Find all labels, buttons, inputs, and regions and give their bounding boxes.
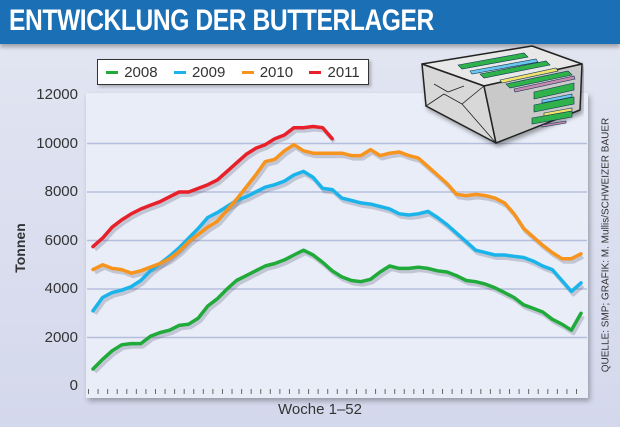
legend-label: 2009	[191, 63, 226, 81]
legend-item-2010: 2010	[241, 63, 294, 81]
legend-label: 2010	[259, 63, 294, 81]
legend-item-2008: 2008	[106, 63, 158, 81]
y-tick-label: 12000	[36, 86, 78, 103]
legend-swatch	[309, 70, 322, 74]
y-tick-label: 8000	[44, 183, 78, 200]
y-tick-label: 0	[69, 377, 78, 394]
source-credit: QUELLE: SMP; GRAFIK: M. Mullis/SCHWEIZER…	[600, 117, 612, 373]
butter-package-icon	[414, 44, 584, 154]
legend-item-2009: 2009	[173, 63, 226, 81]
series-line-2008	[91, 248, 583, 371]
y-tick-label: 10000	[36, 134, 78, 152]
legend-label: 2008	[124, 63, 158, 81]
x-axis-ticks	[88, 389, 577, 394]
y-tick-label: 6000	[44, 231, 78, 249]
series-line-2011	[91, 124, 334, 249]
x-axis-label: Woche 1–52	[278, 401, 362, 418]
legend-swatch	[106, 70, 119, 74]
y-axis-label: Tonnen	[12, 223, 28, 273]
series-line-2010	[91, 142, 583, 275]
series-shadow-2011	[93, 127, 336, 252]
header-banner: ENTWICKLUNG DER BUTTERLAGER	[0, 0, 620, 44]
series-shadows	[93, 127, 585, 374]
page-title: ENTWICKLUNG DER BUTTERLAGER	[9, 4, 434, 37]
series-line-2009	[91, 169, 583, 313]
gridlines	[87, 142, 587, 339]
series-shadow-2008	[93, 251, 585, 374]
legend-item-2011: 2011	[309, 63, 360, 81]
series-shadow-2010	[94, 145, 584, 279]
y-tick-label: 2000	[44, 328, 78, 346]
chart-legend: 2008 2009 2010 2011	[97, 59, 369, 85]
legend-swatch	[241, 70, 254, 74]
y-tick-label: 4000	[44, 280, 78, 297]
legend-label: 2011	[327, 63, 360, 81]
series-lines	[91, 124, 583, 371]
legend-swatch	[173, 70, 186, 74]
